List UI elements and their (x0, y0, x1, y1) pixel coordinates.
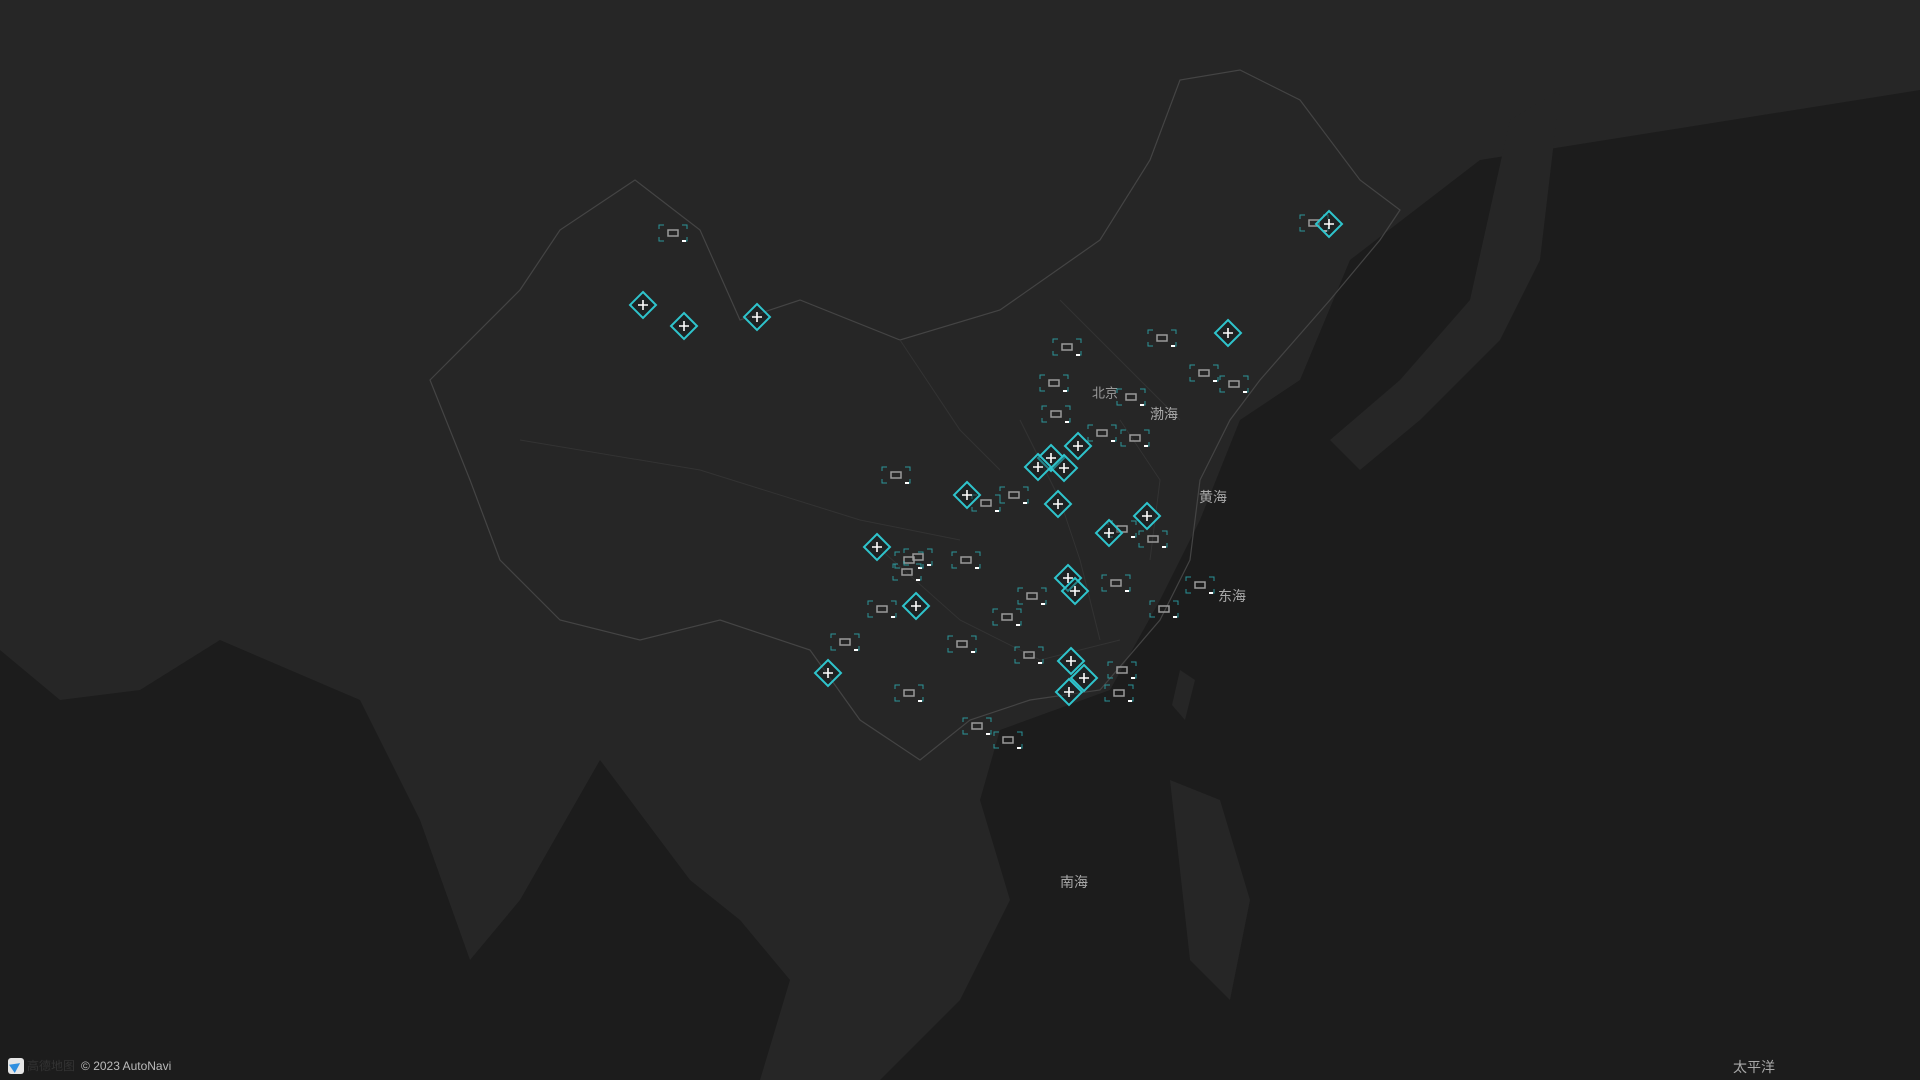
diamond-plus-icon[interactable] (1043, 489, 1073, 519)
sea-label-huanghai: 黄海 (1199, 490, 1227, 506)
attribution: 高德地图 © 2023 AutoNavi (8, 1057, 171, 1074)
camera-icon[interactable] (990, 606, 1024, 628)
diamond-plus-icon[interactable] (952, 480, 982, 510)
camera-icon[interactable] (1297, 212, 1331, 234)
camera-icon[interactable] (945, 633, 979, 655)
diamond-plus-icon[interactable] (1314, 209, 1344, 239)
diamond-plus-icon[interactable] (1069, 663, 1099, 693)
city-label-beijing[interactable]: 北京 (1091, 386, 1119, 402)
diamond-plus-icon[interactable] (862, 532, 892, 562)
camera-icon[interactable] (991, 729, 1025, 751)
diamond-plus-icon[interactable] (1094, 518, 1124, 548)
camera-icon[interactable] (949, 549, 983, 571)
diamond-plus-icon[interactable] (901, 591, 931, 621)
camera-icon[interactable] (1015, 585, 1049, 607)
camera-icon[interactable] (1183, 574, 1217, 596)
camera-icon[interactable] (1105, 659, 1139, 681)
camera-icon[interactable] (1039, 403, 1073, 425)
camera-icon[interactable] (1085, 422, 1119, 444)
camera-icon[interactable] (960, 715, 994, 737)
diamond-plus-icon[interactable] (813, 658, 843, 688)
camera-icon[interactable] (828, 631, 862, 653)
camera-icon[interactable] (890, 561, 924, 583)
diamond-plus-icon[interactable] (669, 311, 699, 341)
diamond-plus-icon[interactable] (1060, 576, 1090, 606)
camera-icon[interactable] (1037, 372, 1071, 394)
japan-land (1330, 90, 1560, 470)
amap-logo-text: 高德地图 (27, 1059, 76, 1073)
sea-label-bohai: 渤海 (1150, 407, 1178, 423)
camera-icon[interactable] (892, 682, 926, 704)
diamond-plus-icon[interactable] (1213, 318, 1243, 348)
taiwan-land (1172, 670, 1195, 720)
camera-icon[interactable] (1050, 336, 1084, 358)
sea-label-nanhai: 南海 (1060, 875, 1088, 891)
camera-icon[interactable] (1136, 528, 1170, 550)
camera-icon[interactable] (656, 222, 690, 244)
camera-icon[interactable] (1114, 386, 1148, 408)
diamond-plus-icon[interactable] (1036, 443, 1066, 473)
camera-icon[interactable] (1147, 598, 1181, 620)
amap-logo[interactable]: 高德地图 (8, 1057, 75, 1074)
ocean-label-pacific: 太平洋 (1733, 1060, 1775, 1076)
camera-icon[interactable] (1118, 427, 1152, 449)
camera-icon[interactable] (1217, 373, 1251, 395)
camera-icon[interactable] (901, 546, 935, 568)
diamond-plus-icon[interactable] (1054, 677, 1084, 707)
camera-icon[interactable] (879, 464, 913, 486)
amap-logo-icon (8, 1057, 24, 1074)
camera-icon[interactable] (1145, 327, 1179, 349)
camera-icon[interactable] (997, 484, 1031, 506)
diamond-plus-icon[interactable] (1053, 563, 1083, 593)
diamond-plus-icon[interactable] (1132, 501, 1162, 531)
camera-icon[interactable] (1099, 572, 1133, 594)
copyright-text: © 2023 AutoNavi (81, 1058, 172, 1073)
camera-icon[interactable] (1102, 682, 1136, 704)
camera-icon[interactable] (1187, 362, 1221, 384)
philippines-land (1170, 780, 1250, 1000)
camera-icon[interactable] (865, 598, 899, 620)
diamond-plus-icon[interactable] (1023, 452, 1053, 482)
diamond-plus-icon[interactable] (1049, 453, 1079, 483)
diamond-plus-icon[interactable] (742, 302, 772, 332)
camera-icon[interactable] (1012, 644, 1046, 666)
diamond-plus-icon[interactable] (1056, 646, 1086, 676)
china-border (429, 69, 1401, 761)
diamond-plus-icon[interactable] (1063, 431, 1093, 461)
diamond-plus-icon[interactable] (628, 290, 658, 320)
sea-label-donghai: 东海 (1218, 589, 1246, 605)
